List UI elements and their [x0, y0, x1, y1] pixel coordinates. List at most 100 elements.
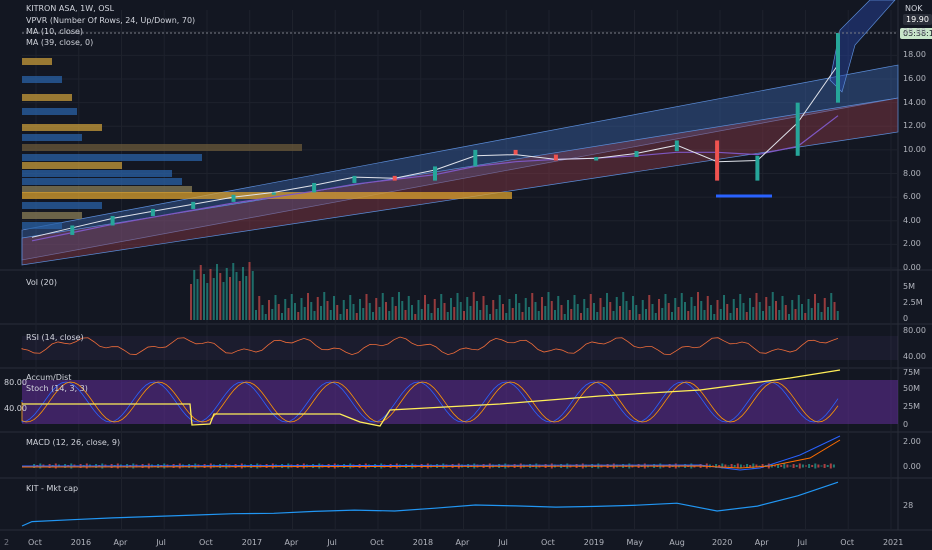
volume-bar [680, 293, 683, 320]
macd-histogram-bar [814, 463, 817, 469]
price-candle [473, 149, 478, 167]
volume-bar [814, 294, 816, 320]
volume-bar [342, 300, 345, 320]
volume-tick-label: 2.5M [903, 298, 923, 307]
volume-bar [284, 299, 287, 320]
accum-tick-label: 0 [903, 420, 909, 429]
volume-bar [794, 309, 797, 320]
macd-histogram-bar [724, 464, 727, 468]
last-price-tag: 19.90 [903, 14, 932, 25]
macd-pane-label[interactable]: MACD (12, 26, close, 9) [26, 438, 121, 447]
macd-histogram-bar [746, 464, 749, 468]
volume-bar [687, 311, 690, 320]
vpvr-bar [22, 124, 102, 131]
stoch-d-line [21, 381, 839, 423]
price-candle [433, 166, 437, 181]
volume-bar [323, 292, 326, 320]
macd-histogram-bar [727, 465, 730, 467]
indicator-ma39[interactable]: MA (39, close, 0) [26, 38, 94, 47]
volume-bar [511, 308, 514, 320]
zoom-label[interactable]: 2 [4, 538, 10, 547]
volume-bar [407, 296, 410, 320]
macd-histogram-bar [795, 465, 798, 467]
volume-bar [671, 312, 673, 320]
volume-bar [232, 263, 235, 320]
volume-bar [310, 302, 313, 320]
x-tick-label: Apr [455, 538, 470, 547]
volume-bar [749, 298, 751, 320]
countdown-tag: 05:38:12 [900, 28, 932, 39]
price-candle [594, 156, 599, 161]
volume-bar [193, 270, 196, 320]
volume-bar [612, 311, 615, 320]
price-tick-label: 4.00 [903, 215, 921, 225]
volume-bar [778, 310, 781, 320]
stoch-pane-label[interactable]: Stoch (14, 3, 3) [26, 384, 88, 393]
x-tick-label: Oct [369, 538, 384, 547]
macd-histogram-bar [712, 465, 714, 467]
volume-bar [235, 272, 238, 320]
macd-histogram-bar [820, 465, 823, 467]
volume-bar [697, 292, 699, 320]
price-candle [674, 140, 679, 152]
volume-bar [521, 312, 524, 320]
volume-bar [427, 304, 430, 320]
volume-bar [560, 305, 563, 320]
volume-bar [589, 294, 592, 320]
rsi-tick-label: 40.00 [903, 352, 926, 361]
x-tick-label: 2018 [412, 538, 434, 547]
volume-bar [362, 308, 365, 320]
macd-histogram-bar [733, 465, 736, 467]
volume-bar [823, 298, 826, 320]
price-candle [70, 225, 75, 235]
macd-histogram-bar [755, 464, 758, 468]
volume-bar [238, 281, 241, 320]
rsi-pane-label[interactable]: RSI (14, close) [26, 333, 84, 342]
volume-bar [599, 298, 602, 320]
volume-bar [729, 313, 732, 320]
volume-bar [771, 292, 774, 320]
indicator-vpvr[interactable]: VPVR (Number Of Rows, 24, Up/Down, 70) [26, 16, 196, 25]
volume-bar [251, 271, 254, 320]
x-tick-label: Apr [754, 538, 769, 547]
volume-bar [440, 294, 443, 320]
volume-bar [300, 298, 303, 320]
accum-tick-label: 50M [903, 384, 921, 393]
volume-bar [290, 294, 293, 320]
x-tick-label: Jul [327, 538, 337, 547]
volume-bar [196, 279, 199, 320]
volume-bar [528, 307, 530, 320]
volume-bar [563, 314, 566, 320]
volume-bar [537, 311, 540, 320]
accum-dist-line [22, 369, 841, 427]
volume-bar [424, 295, 426, 320]
price-tick-label: 6.00 [903, 192, 921, 202]
stoch-tick-label: 40.00 [4, 404, 27, 413]
volume-bar [807, 299, 810, 320]
macd-histogram-bar [749, 465, 752, 467]
vpvr-bar [22, 134, 82, 141]
volume-bar [830, 293, 833, 320]
volume-bar [203, 274, 205, 320]
volume-bar [567, 300, 569, 320]
vpvr-bar [22, 222, 62, 229]
volume-bar [443, 303, 446, 320]
volume-bar [199, 265, 202, 320]
volume-bar [365, 294, 368, 320]
volume-bar [222, 282, 225, 320]
macd-histogram-bar [817, 464, 820, 468]
price-tick-label: 18.00 [903, 50, 926, 60]
accum-tick-label: 25M [903, 402, 921, 411]
accum-pane-label[interactable]: Accum/Dist [26, 373, 72, 382]
mktcap-pane-label[interactable]: KIT - Mkt cap [26, 484, 79, 493]
volume-bar [768, 306, 771, 320]
volume-bar [463, 311, 465, 320]
volume-pane-label[interactable]: Vol (20) [26, 278, 57, 287]
volume-bar [765, 297, 768, 320]
vpvr-bar [22, 212, 82, 219]
indicator-ma10[interactable]: MA (10, close) [26, 27, 84, 36]
macd-histogram-bar [736, 463, 739, 469]
volume-bar [719, 309, 722, 320]
volume-bar [570, 309, 573, 320]
